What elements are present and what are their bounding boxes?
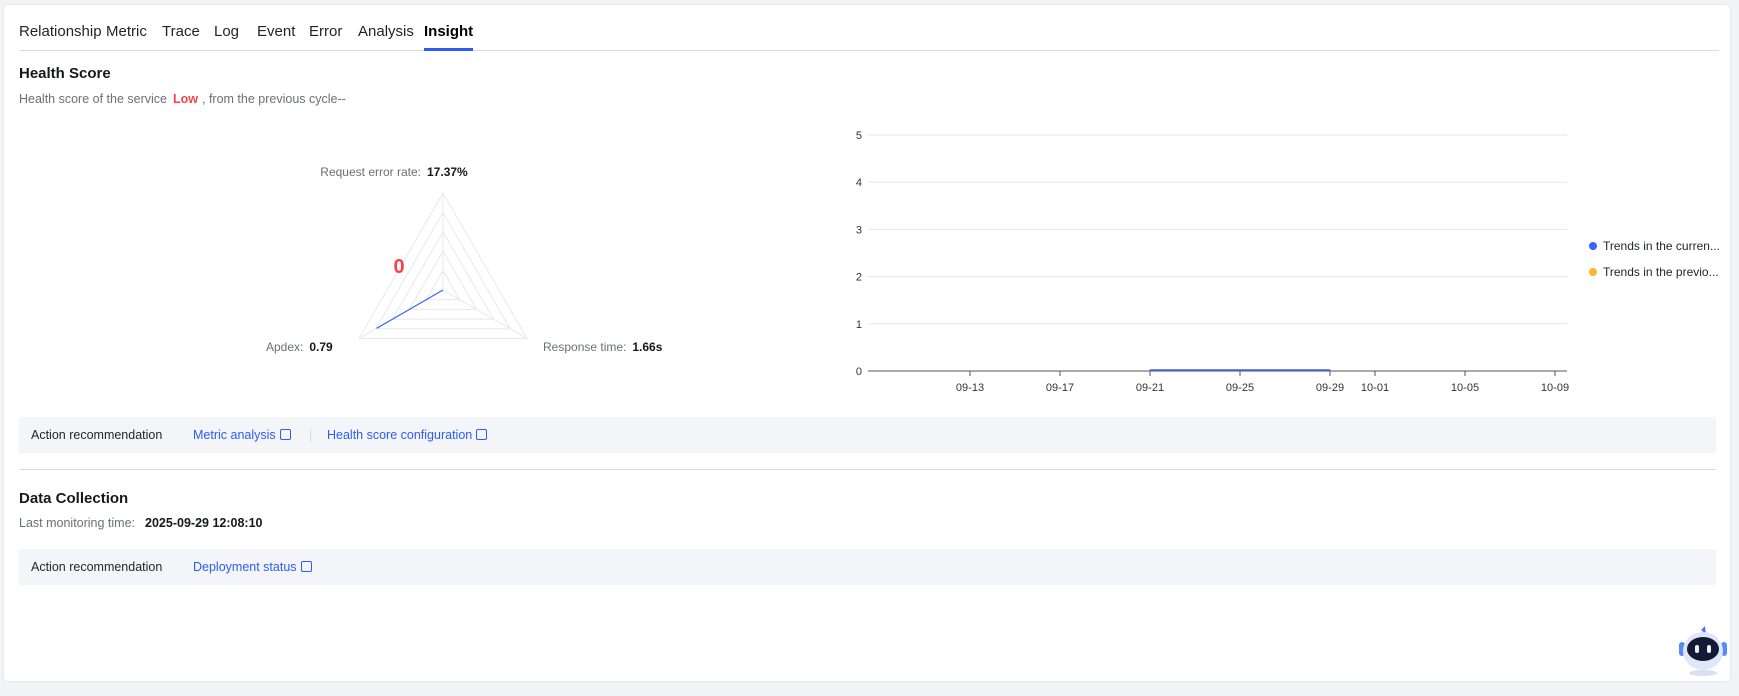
data-point: [1262, 369, 1263, 371]
radar-grid-ring: [358, 191, 528, 339]
radar-axis: [442, 289, 528, 339]
legend-label: Trends in the previo...: [1603, 265, 1719, 279]
legend-dot-previous: [1589, 268, 1597, 276]
x-tick-label: 10-01: [1361, 382, 1389, 394]
last-monitoring: Last monitoring time: 2025-09-29 12:08:10: [19, 516, 262, 530]
last-monitoring-value: 2025-09-29 12:08:10: [145, 516, 263, 530]
radar-value-shape: [376, 289, 444, 329]
tab-metric[interactable]: Metric: [106, 23, 147, 40]
deployment-status-link[interactable]: Deployment status: [193, 560, 312, 574]
subtitle-suffix: , from the previous cycle--: [202, 92, 346, 106]
section-divider: [19, 469, 1716, 470]
radar-chart: 0: [358, 191, 528, 339]
tab-insight[interactable]: Insight: [424, 23, 474, 51]
data-point: [1239, 369, 1241, 371]
health-score-title: Health Score: [19, 65, 111, 82]
separator: [310, 429, 311, 442]
x-tick-label: 10-05: [1451, 382, 1479, 394]
value: 0.79: [309, 340, 333, 354]
data-collection-title: Data Collection: [19, 490, 129, 507]
y-tick-label: 1: [856, 319, 862, 331]
label: Last monitoring time:: [19, 516, 136, 530]
data-point: [1172, 369, 1173, 371]
data-point: [1307, 369, 1308, 371]
legend-label: Trends in the curren...: [1603, 239, 1720, 253]
data-point: [1329, 369, 1331, 371]
health-subtitle: Health score of the service Low , from the…: [19, 92, 346, 106]
metric-analysis-link[interactable]: Metric analysis: [193, 428, 291, 442]
label: Request error rate:: [320, 165, 422, 179]
label: Response time:: [543, 340, 627, 354]
y-tick-label: 0: [856, 366, 862, 378]
legend-current[interactable]: Trends in the curren...: [1589, 239, 1720, 253]
y-tick-label: 5: [856, 130, 862, 142]
link-text: Deployment status: [193, 560, 297, 574]
tab-error[interactable]: Error: [309, 23, 343, 40]
radar-grid-ring: [425, 269, 461, 301]
link-text: Metric analysis: [193, 428, 276, 442]
robot-assistant-icon[interactable]: [1676, 624, 1730, 678]
tab-relationship[interactable]: Relationship: [19, 23, 102, 40]
action-label: Action recommendation: [31, 428, 163, 442]
collection-action-bar: Action recommendation Deployment status: [19, 549, 1716, 585]
trend-line-chart: 0 1 2 3 4 5 09-13 09-17 09-21 09-25 09-29 10-01 10-0…: [856, 130, 1569, 394]
y-tick-label: 2: [856, 272, 862, 284]
x-tick-label: 09-21: [1136, 382, 1164, 394]
y-tick-label: 4: [856, 177, 862, 189]
radar-grid-ring: [374, 211, 512, 330]
data-point: [1217, 369, 1218, 371]
y-tick-label: 3: [856, 224, 862, 236]
legend-previous[interactable]: Trends in the previo...: [1589, 265, 1719, 279]
radar-label-error-rate: Request error rate: 17.37%: [320, 165, 467, 179]
label: Apdex:: [266, 340, 304, 354]
insight-card: Relationship Metric Trace Log Event Erro…: [4, 5, 1730, 681]
health-score-configuration-link[interactable]: Health score configuration: [327, 428, 488, 442]
data-point: [1149, 369, 1151, 371]
x-tick-label: 09-13: [956, 382, 984, 394]
data-point: [1284, 369, 1286, 371]
action-label: Action recommendation: [31, 560, 163, 574]
tab-analysis[interactable]: Analysis: [358, 23, 414, 40]
radar-label-apdex: Apdex: 0.79: [266, 340, 333, 354]
value: 17.37%: [427, 165, 468, 179]
tab-event[interactable]: Event: [257, 23, 296, 40]
external-link-icon: [300, 561, 312, 572]
legend-dot-current: [1589, 242, 1597, 250]
health-action-bar: Action recommendation Metric analysis He…: [19, 417, 1716, 453]
radar-label-response-time: Response time: 1.66s: [543, 340, 662, 354]
tab-log[interactable]: Log: [214, 23, 240, 40]
health-level: Low: [173, 92, 198, 106]
tab-bar: Relationship Metric Trace Log Event Erro…: [19, 5, 1719, 51]
external-link-icon: [279, 429, 291, 440]
radar-grid: [358, 191, 528, 339]
health-score-value: 0: [393, 256, 404, 278]
external-link-icon: [476, 429, 488, 440]
radar-grid-ring: [408, 250, 478, 310]
tab-trace[interactable]: Trace: [162, 23, 200, 40]
x-tick-label: 09-29: [1316, 382, 1344, 394]
value: 1.66s: [632, 340, 663, 354]
link-text: Health score configuration: [327, 428, 473, 442]
subtitle-prefix: Health score of the service: [19, 92, 167, 106]
x-tick-label: 09-17: [1046, 382, 1074, 394]
x-tick-label: 09-25: [1226, 382, 1254, 394]
x-tick-label: 10-09: [1541, 382, 1569, 394]
data-point: [1194, 369, 1196, 371]
radar-grid-ring: [391, 230, 495, 320]
